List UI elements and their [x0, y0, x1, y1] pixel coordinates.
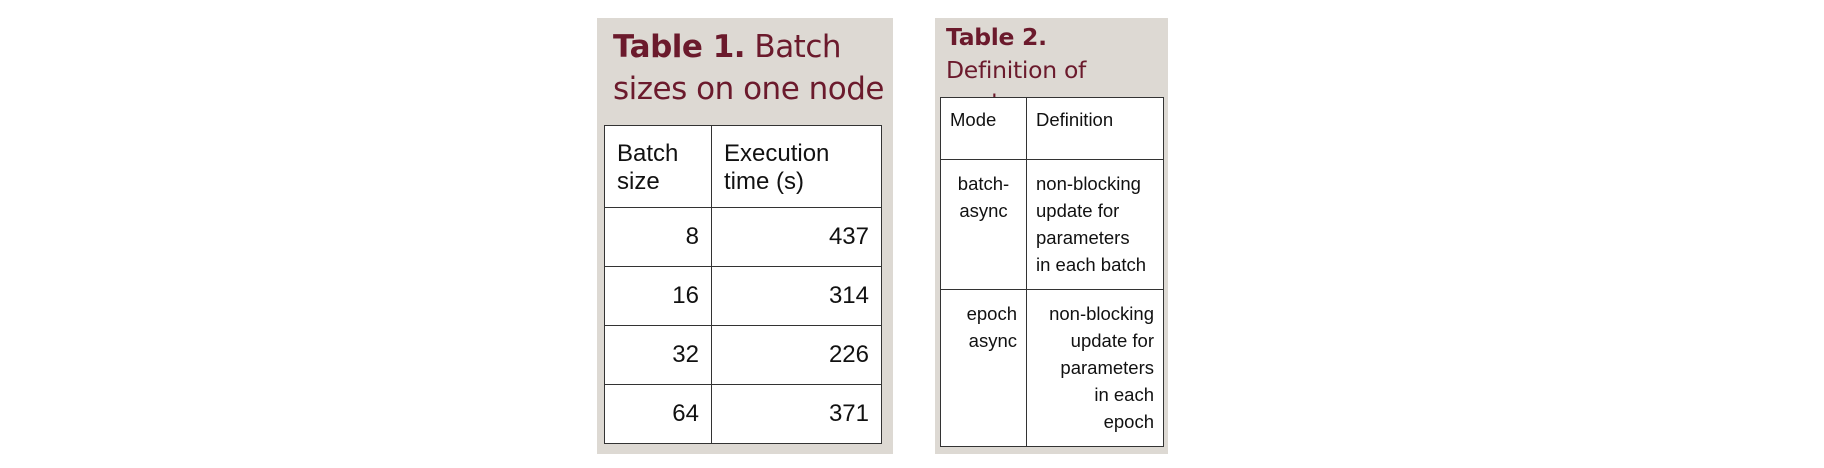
table-row: batch- async non-blocking update for par…: [940, 159, 1164, 290]
table2-panel: Table 2. Definition of modes Mode Defini…: [935, 18, 1168, 454]
table1-panel: Table 1. Batch sizes on one node Batch s…: [597, 18, 893, 454]
definition-cell: non-blocking update for parameters in ea…: [1026, 159, 1164, 290]
table1-caption-label: Table 1.: [613, 29, 746, 65]
table2-caption-label: Table 2.: [946, 23, 1047, 51]
table1-caption: Table 1. Batch sizes on one node: [613, 26, 888, 110]
execution-time-cell: 226: [711, 325, 882, 385]
batch-size-table: Batch size Execution time (s) 8 437 16 3…: [604, 125, 882, 444]
batch-size-cell: 64: [604, 384, 712, 444]
table-row: 8 437: [604, 207, 882, 267]
batch-size-cell: 16: [604, 266, 712, 326]
execution-time-cell: 437: [711, 207, 882, 267]
mode-cell: batch- async: [940, 159, 1027, 290]
table1-caption-text: Batch sizes on one node: [613, 29, 884, 107]
definition-cell: non-blocking update for parameters in ea…: [1026, 289, 1164, 447]
table-header-row: Mode Definition: [940, 97, 1164, 160]
header-batch-size: Batch size: [604, 125, 712, 208]
table-row: 32 226: [604, 325, 882, 385]
modes-table: Mode Definition batch- async non-blockin…: [940, 97, 1164, 447]
table-row: 64 371: [604, 384, 882, 444]
header-mode: Mode: [940, 97, 1027, 160]
batch-size-cell: 8: [604, 207, 712, 267]
table-header-row: Batch size Execution time (s): [604, 125, 882, 208]
mode-cell: epoch async: [940, 289, 1027, 447]
table-row: 16 314: [604, 266, 882, 326]
execution-time-cell: 371: [711, 384, 882, 444]
batch-size-cell: 32: [604, 325, 712, 385]
table-row: epoch async non-blocking update for para…: [940, 289, 1164, 447]
header-definition: Definition: [1026, 97, 1164, 160]
execution-time-cell: 314: [711, 266, 882, 326]
header-execution-time: Execution time (s): [711, 125, 882, 208]
